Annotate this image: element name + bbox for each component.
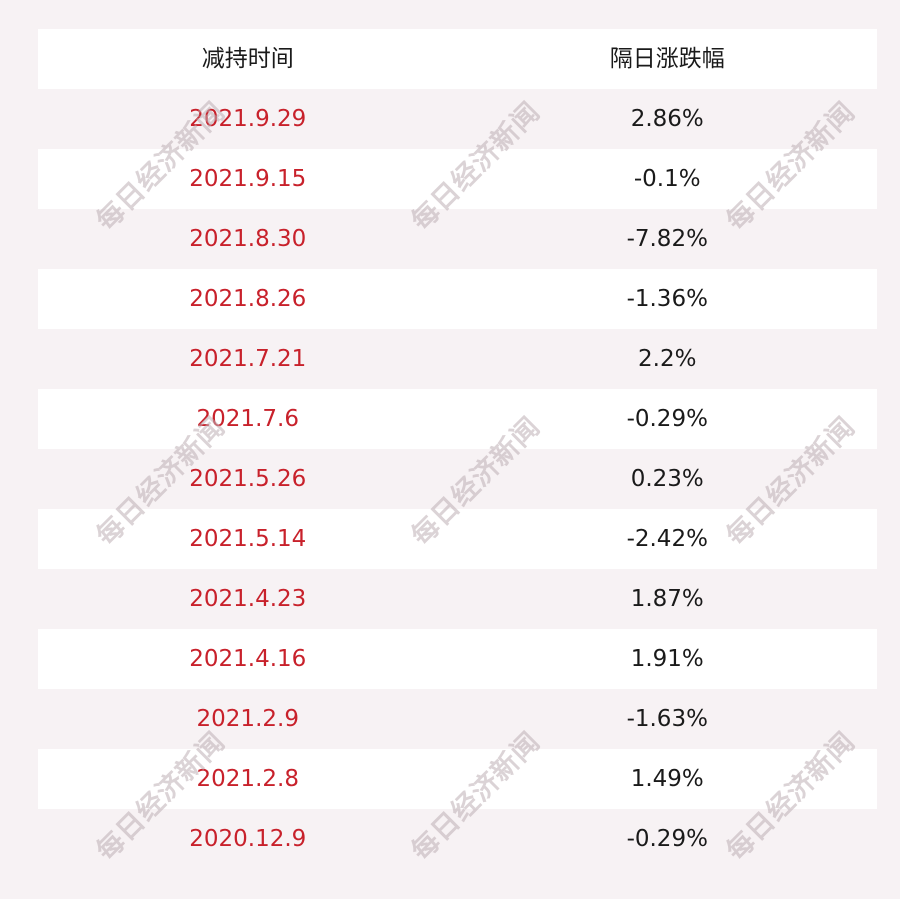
change-cell: 2.2% bbox=[638, 346, 697, 372]
table-row: 2021.4.23 1.87% bbox=[38, 569, 877, 629]
change-cell: 1.87% bbox=[630, 586, 704, 612]
date-cell: 2021.8.26 bbox=[189, 286, 307, 312]
date-cell: 2021.4.23 bbox=[189, 586, 307, 612]
data-table: 减持时间 隔日涨跌幅 2021.9.29 2.86% 2021.9.15 -0.… bbox=[38, 29, 877, 869]
change-cell: 2.86% bbox=[630, 106, 704, 132]
change-cell: -0.29% bbox=[626, 826, 708, 852]
date-cell: 2021.7.6 bbox=[196, 406, 299, 432]
table-row: 2021.2.8 1.49% bbox=[38, 749, 877, 809]
change-cell: 1.49% bbox=[630, 766, 704, 792]
date-cell: 2021.5.14 bbox=[189, 526, 307, 552]
change-cell: 0.23% bbox=[630, 466, 704, 492]
table-row: 2021.4.16 1.91% bbox=[38, 629, 877, 689]
change-cell: -0.1% bbox=[633, 166, 701, 192]
date-cell: 2021.2.9 bbox=[196, 706, 299, 732]
change-cell: -1.63% bbox=[626, 706, 708, 732]
change-cell: 1.91% bbox=[630, 646, 704, 672]
date-cell: 2021.2.8 bbox=[196, 766, 299, 792]
table-header-row: 减持时间 隔日涨跌幅 bbox=[38, 29, 877, 89]
date-cell: 2020.12.9 bbox=[189, 826, 307, 852]
table-row: 2021.7.6 -0.29% bbox=[38, 389, 877, 449]
change-cell: -2.42% bbox=[626, 526, 708, 552]
header-reduction-date: 减持时间 bbox=[201, 46, 294, 72]
table-row: 2021.7.21 2.2% bbox=[38, 329, 877, 389]
date-cell: 2021.9.29 bbox=[189, 106, 307, 132]
header-next-day-change: 隔日涨跌幅 bbox=[609, 46, 725, 72]
change-cell: -7.82% bbox=[626, 226, 708, 252]
table-row: 2021.5.26 0.23% bbox=[38, 449, 877, 509]
table-row: 2021.9.29 2.86% bbox=[38, 89, 877, 149]
date-cell: 2021.5.26 bbox=[189, 466, 307, 492]
table-row: 2021.8.30 -7.82% bbox=[38, 209, 877, 269]
table-row: 2021.2.9 -1.63% bbox=[38, 689, 877, 749]
date-cell: 2021.4.16 bbox=[189, 646, 307, 672]
table-row: 2021.9.15 -0.1% bbox=[38, 149, 877, 209]
change-cell: -0.29% bbox=[626, 406, 708, 432]
date-cell: 2021.9.15 bbox=[189, 166, 307, 192]
date-cell: 2021.7.21 bbox=[189, 346, 307, 372]
date-cell: 2021.8.30 bbox=[189, 226, 307, 252]
change-cell: -1.36% bbox=[626, 286, 708, 312]
table-row: 2021.8.26 -1.36% bbox=[38, 269, 877, 329]
table-row: 2021.5.14 -2.42% bbox=[38, 509, 877, 569]
table-row: 2020.12.9 -0.29% bbox=[38, 809, 877, 869]
